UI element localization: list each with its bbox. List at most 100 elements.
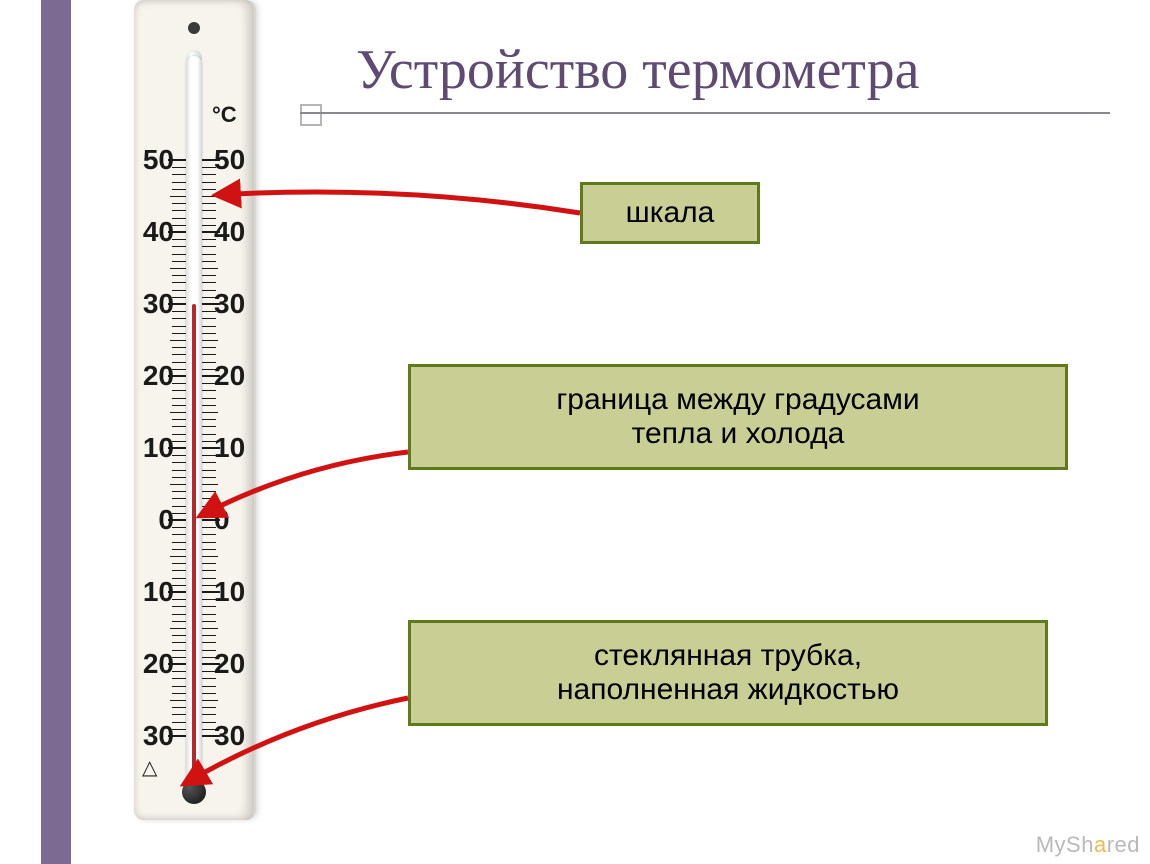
scale-tick-minor — [178, 585, 186, 586]
slide: Устройство термометра °C △ 5050404030302… — [0, 0, 1150, 864]
scale-tick-minor — [178, 506, 186, 507]
scale-tick-minor — [178, 340, 186, 341]
scale-tick-minor — [202, 498, 210, 499]
scale-tick-minor — [202, 484, 210, 485]
scale-tick-minor — [210, 326, 216, 327]
scale-number-left: 30 — [134, 720, 174, 752]
scale-tick-major — [202, 519, 210, 521]
scale-tick-minor — [178, 686, 186, 687]
scale-tick-minor — [202, 657, 210, 658]
scale-tick-minor — [178, 297, 186, 298]
scale-tick-minor — [202, 570, 210, 571]
scale-tick-minor — [202, 218, 210, 219]
scale-tick-major — [202, 663, 210, 665]
thermometer-case: °C △ 5050404030302020101000101020203030 — [134, 0, 256, 820]
scale-tick-minor — [178, 606, 186, 607]
scale-number-left: 20 — [134, 648, 174, 680]
scale-number-right: 50 — [214, 144, 254, 176]
scale-tick-minor — [178, 405, 186, 406]
scale-tick-minor — [202, 189, 210, 190]
scale-tick-minor — [202, 563, 210, 564]
scale-tick-major — [178, 591, 186, 593]
scale-tick-minor — [210, 570, 216, 571]
scale-tick-minor — [202, 290, 210, 291]
scale-tick-minor — [178, 362, 186, 363]
scale-tick-minor — [202, 477, 210, 478]
scale-tick-minor — [170, 268, 178, 269]
scale-tick-minor — [170, 700, 178, 701]
scale-number-right: 30 — [214, 720, 254, 752]
scale-tick-minor — [178, 678, 186, 679]
thermometer-bulb — [182, 780, 206, 804]
scale-number-left: 40 — [134, 216, 174, 248]
scale-tick-minor — [210, 182, 216, 183]
scale-tick-minor — [178, 268, 186, 269]
scale-number-right: 0 — [214, 504, 254, 536]
scale-tick-minor — [202, 354, 210, 355]
scale-tick-minor — [178, 599, 186, 600]
scale-tick-major — [178, 375, 186, 377]
scale-tick-minor — [210, 398, 216, 399]
scale-tick-minor — [202, 671, 210, 672]
scale-tick-minor — [202, 700, 210, 701]
scale-tick-minor — [178, 484, 186, 485]
scale-tick-minor — [178, 383, 186, 384]
scale-tick-minor — [178, 642, 186, 643]
scale-tick-minor — [178, 239, 186, 240]
scale-tick-minor — [178, 570, 186, 571]
scale-tick-minor — [178, 556, 186, 557]
scale-tick-minor — [202, 650, 210, 651]
scale-tick-minor — [170, 196, 178, 197]
scale-tick-minor — [210, 549, 216, 550]
watermark-text-2: red — [1107, 832, 1140, 857]
scale-tick-minor — [210, 275, 216, 276]
scale-tick-minor — [170, 628, 178, 629]
scale-tick-minor — [178, 628, 186, 629]
scale-tick-minor — [202, 441, 210, 442]
scale-tick-major — [202, 735, 210, 737]
scale-tick-minor — [178, 722, 186, 723]
scale-tick-major — [202, 159, 210, 161]
scale-tick-minor — [178, 246, 186, 247]
scale-tick-minor — [178, 693, 186, 694]
scale-tick-minor — [202, 470, 210, 471]
scale-tick-major — [178, 447, 186, 449]
scale-tick-minor — [210, 405, 216, 406]
scale-tick-minor — [202, 210, 210, 211]
scale-tick-minor — [202, 405, 210, 406]
title-bullet-square — [300, 104, 322, 126]
scale-tick-minor — [202, 599, 210, 600]
scale-tick-minor — [178, 578, 186, 579]
scale-tick-minor — [210, 542, 216, 543]
scale-tick-minor — [202, 549, 210, 550]
scale-tick-minor — [170, 484, 178, 485]
scale-number-right: 10 — [214, 576, 254, 608]
thermometer-liquid — [192, 304, 196, 784]
scale-tick-minor — [202, 318, 210, 319]
scale-tick-minor — [210, 340, 218, 341]
scale-tick-minor — [178, 419, 186, 420]
scale-number-left: 30 — [134, 288, 174, 320]
scale-tick-minor — [178, 333, 186, 334]
scale-tick-major — [178, 735, 186, 737]
scale-tick-major — [202, 231, 210, 233]
scale-tick-minor — [178, 563, 186, 564]
scale-tick-minor — [202, 556, 210, 557]
scale-tick-minor — [202, 246, 210, 247]
scale-tick-minor — [178, 635, 186, 636]
scale-tick-minor — [202, 182, 210, 183]
scale-tick-minor — [178, 714, 186, 715]
scale-tick-minor — [178, 218, 186, 219]
scale-tick-minor — [178, 390, 186, 391]
scale-tick-minor — [210, 412, 218, 413]
celsius-symbol: °C — [212, 102, 237, 128]
scale-tick-minor — [202, 635, 210, 636]
scale-tick-minor — [202, 225, 210, 226]
scale-tick-minor — [202, 693, 210, 694]
scale-tick-minor — [202, 462, 210, 463]
scale-tick-minor — [202, 491, 210, 492]
scale-tick-minor — [178, 354, 186, 355]
scale-tick-minor — [202, 714, 210, 715]
scale-tick-minor — [178, 254, 186, 255]
scale-tick-minor — [178, 189, 186, 190]
